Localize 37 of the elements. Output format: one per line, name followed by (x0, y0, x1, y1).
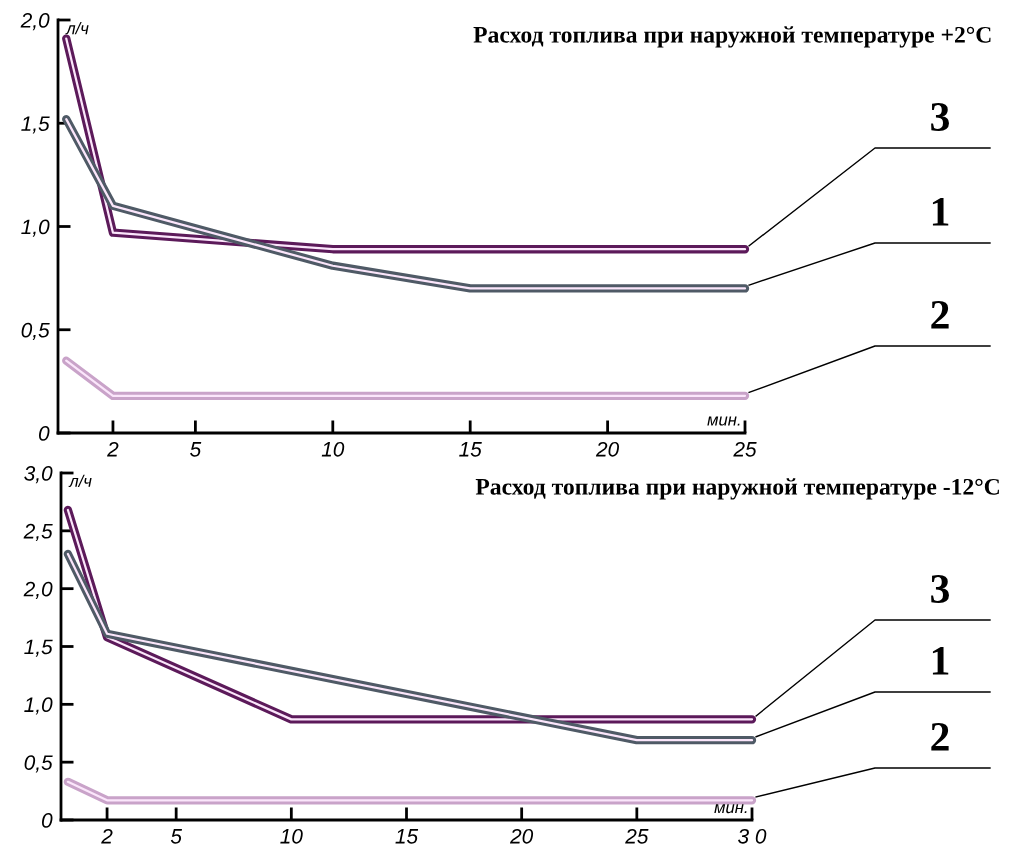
y-tick-label: 0 (41, 813, 53, 828)
text: 1 (932, 647, 949, 675)
y-tick-label: 0,5 (24, 755, 53, 773)
y-tick-label: 3,0 (24, 466, 53, 484)
y-tick-label: 0 (38, 426, 50, 441)
y-tick-label: 2,0 (20, 13, 50, 31)
x-tick-label: 2 (101, 828, 113, 844)
x-tick-label: 2 (107, 441, 119, 457)
y-axis-title: л/ч (68, 474, 92, 487)
x-tick-label: 5 (190, 442, 202, 457)
y-tick-label: 1,0 (21, 219, 50, 237)
text: 2 (931, 723, 949, 751)
x-tick-label: 5 (170, 829, 183, 844)
x-tick-label: 15 (459, 442, 482, 457)
text: 2 (931, 301, 949, 329)
chart-title: Расход топлива при наружной температуре -12°C (475, 478, 999, 500)
text: 3 (931, 103, 949, 131)
y-tick-label: 1,0 (24, 697, 53, 715)
x-axis-title: мин. (714, 804, 747, 814)
y-axis-title: л/ч (65, 22, 89, 35)
x-tick-label: 25 (625, 828, 649, 844)
x-tick-label: 20 (509, 828, 534, 844)
text: 3 (931, 575, 949, 603)
x-tick-label: 20 (595, 441, 620, 457)
x-tick-label: 15 (395, 829, 419, 844)
x-tick-label: 3 0 (738, 828, 767, 844)
x-tick-label: 10 (321, 441, 345, 457)
y-tick-label: 2,0 (23, 581, 53, 599)
x-axis-title: мин. (707, 416, 740, 426)
y-tick-label: 2,5 (23, 523, 53, 542)
y-tick-label: 1,5 (24, 639, 53, 657)
x-tick-label: 10 (280, 828, 303, 844)
x-tick-label: 25 (733, 441, 757, 457)
chart-title: Расход топлива при наружной температуре +2°C (473, 26, 991, 48)
y-tick-label: 0,5 (21, 322, 50, 340)
text: 1 (932, 198, 949, 226)
y-tick-label: 1,5 (21, 116, 50, 134)
